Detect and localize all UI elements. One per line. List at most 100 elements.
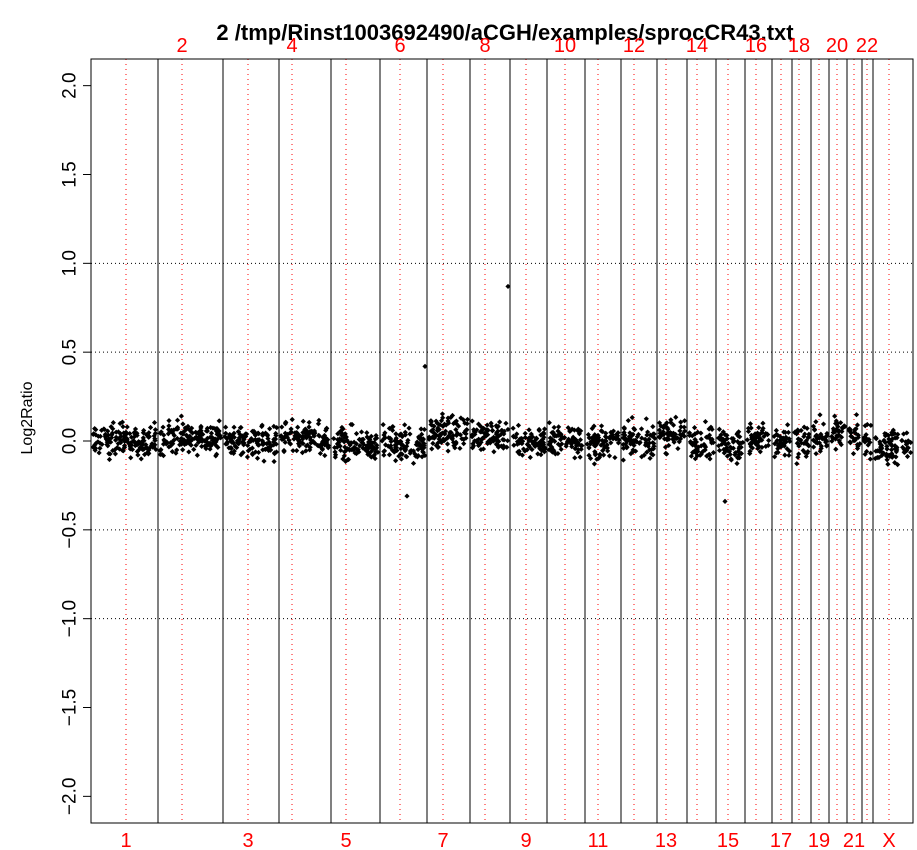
data-point — [447, 430, 453, 436]
data-point — [838, 420, 844, 426]
data-point — [452, 445, 458, 451]
data-point — [903, 441, 909, 447]
data-point — [724, 445, 730, 451]
data-point — [575, 449, 581, 455]
data-point — [726, 448, 732, 455]
data-point — [606, 453, 613, 459]
data-point — [620, 435, 626, 441]
data-point — [624, 438, 630, 445]
data-point — [747, 450, 753, 457]
data-point — [364, 443, 370, 449]
chromosome-label: 22 — [856, 35, 878, 57]
data-point — [402, 422, 408, 428]
data-point — [125, 439, 131, 445]
data-point — [878, 444, 884, 450]
data-point — [823, 434, 829, 440]
data-point — [625, 417, 631, 424]
data-point — [200, 431, 206, 437]
data-point — [670, 431, 676, 437]
data-point — [450, 432, 456, 439]
data-point — [342, 448, 349, 454]
data-point — [140, 435, 146, 441]
data-point — [294, 448, 300, 454]
data-point — [231, 448, 237, 454]
data-point — [757, 449, 763, 455]
data-point — [192, 435, 198, 441]
chromosome-label: 5 — [340, 830, 351, 850]
data-point — [895, 431, 901, 437]
data-point — [533, 435, 539, 441]
data-point — [610, 428, 617, 434]
data-point — [477, 429, 483, 435]
data-point — [480, 435, 487, 441]
data-point — [833, 418, 839, 424]
data-point — [695, 448, 701, 454]
data-point — [137, 445, 143, 451]
data-point — [794, 461, 800, 467]
data-point — [592, 443, 598, 449]
data-point — [867, 456, 873, 462]
y-tick-label: 2.0 — [60, 72, 81, 98]
data-point — [824, 442, 830, 448]
data-point — [892, 460, 898, 466]
data-point — [464, 421, 470, 427]
data-point — [783, 434, 789, 440]
data-point — [888, 447, 895, 453]
data-point — [322, 452, 328, 459]
data-point — [239, 450, 245, 456]
data-point — [281, 447, 287, 454]
chromosome-label: 20 — [826, 35, 848, 57]
data-point — [174, 435, 180, 442]
data-point — [607, 434, 613, 440]
data-point — [93, 440, 99, 446]
data-point — [404, 493, 410, 499]
data-point — [238, 452, 244, 458]
data-point — [885, 432, 892, 439]
data-point — [889, 431, 895, 438]
data-point — [682, 428, 688, 434]
data-point — [342, 444, 348, 450]
data-point — [445, 418, 451, 424]
data-point — [692, 456, 698, 462]
data-point — [624, 444, 630, 450]
data-point — [639, 454, 645, 460]
data-point — [478, 446, 484, 453]
data-point — [182, 441, 188, 448]
data-point — [657, 434, 663, 441]
data-point — [901, 449, 907, 455]
data-point — [908, 439, 914, 446]
data-point — [753, 439, 759, 445]
data-point — [727, 451, 733, 458]
data-point — [722, 498, 728, 505]
data-point — [337, 436, 343, 442]
data-point — [151, 433, 157, 439]
chromosome-label: 10 — [554, 35, 576, 57]
data-point — [347, 447, 353, 453]
data-point — [541, 449, 548, 455]
data-point — [480, 446, 487, 452]
data-point — [319, 446, 325, 452]
data-point — [152, 427, 159, 433]
data-point — [124, 424, 130, 430]
data-point — [112, 451, 118, 457]
data-point — [231, 434, 237, 440]
data-point — [613, 431, 620, 438]
data-point — [804, 450, 810, 456]
data-point — [399, 451, 405, 457]
data-point — [504, 444, 510, 450]
data-point — [748, 440, 754, 446]
data-point — [303, 448, 309, 454]
data-point — [681, 424, 687, 430]
data-point — [886, 436, 892, 442]
data-point — [832, 436, 839, 442]
data-point — [668, 417, 674, 423]
data-point — [538, 438, 544, 444]
data-point — [578, 428, 584, 434]
data-point — [838, 442, 844, 448]
data-point — [735, 433, 741, 439]
data-point — [542, 445, 548, 451]
data-point — [271, 442, 277, 448]
data-point — [104, 441, 110, 448]
data-point — [421, 426, 427, 433]
data-point — [622, 432, 628, 438]
